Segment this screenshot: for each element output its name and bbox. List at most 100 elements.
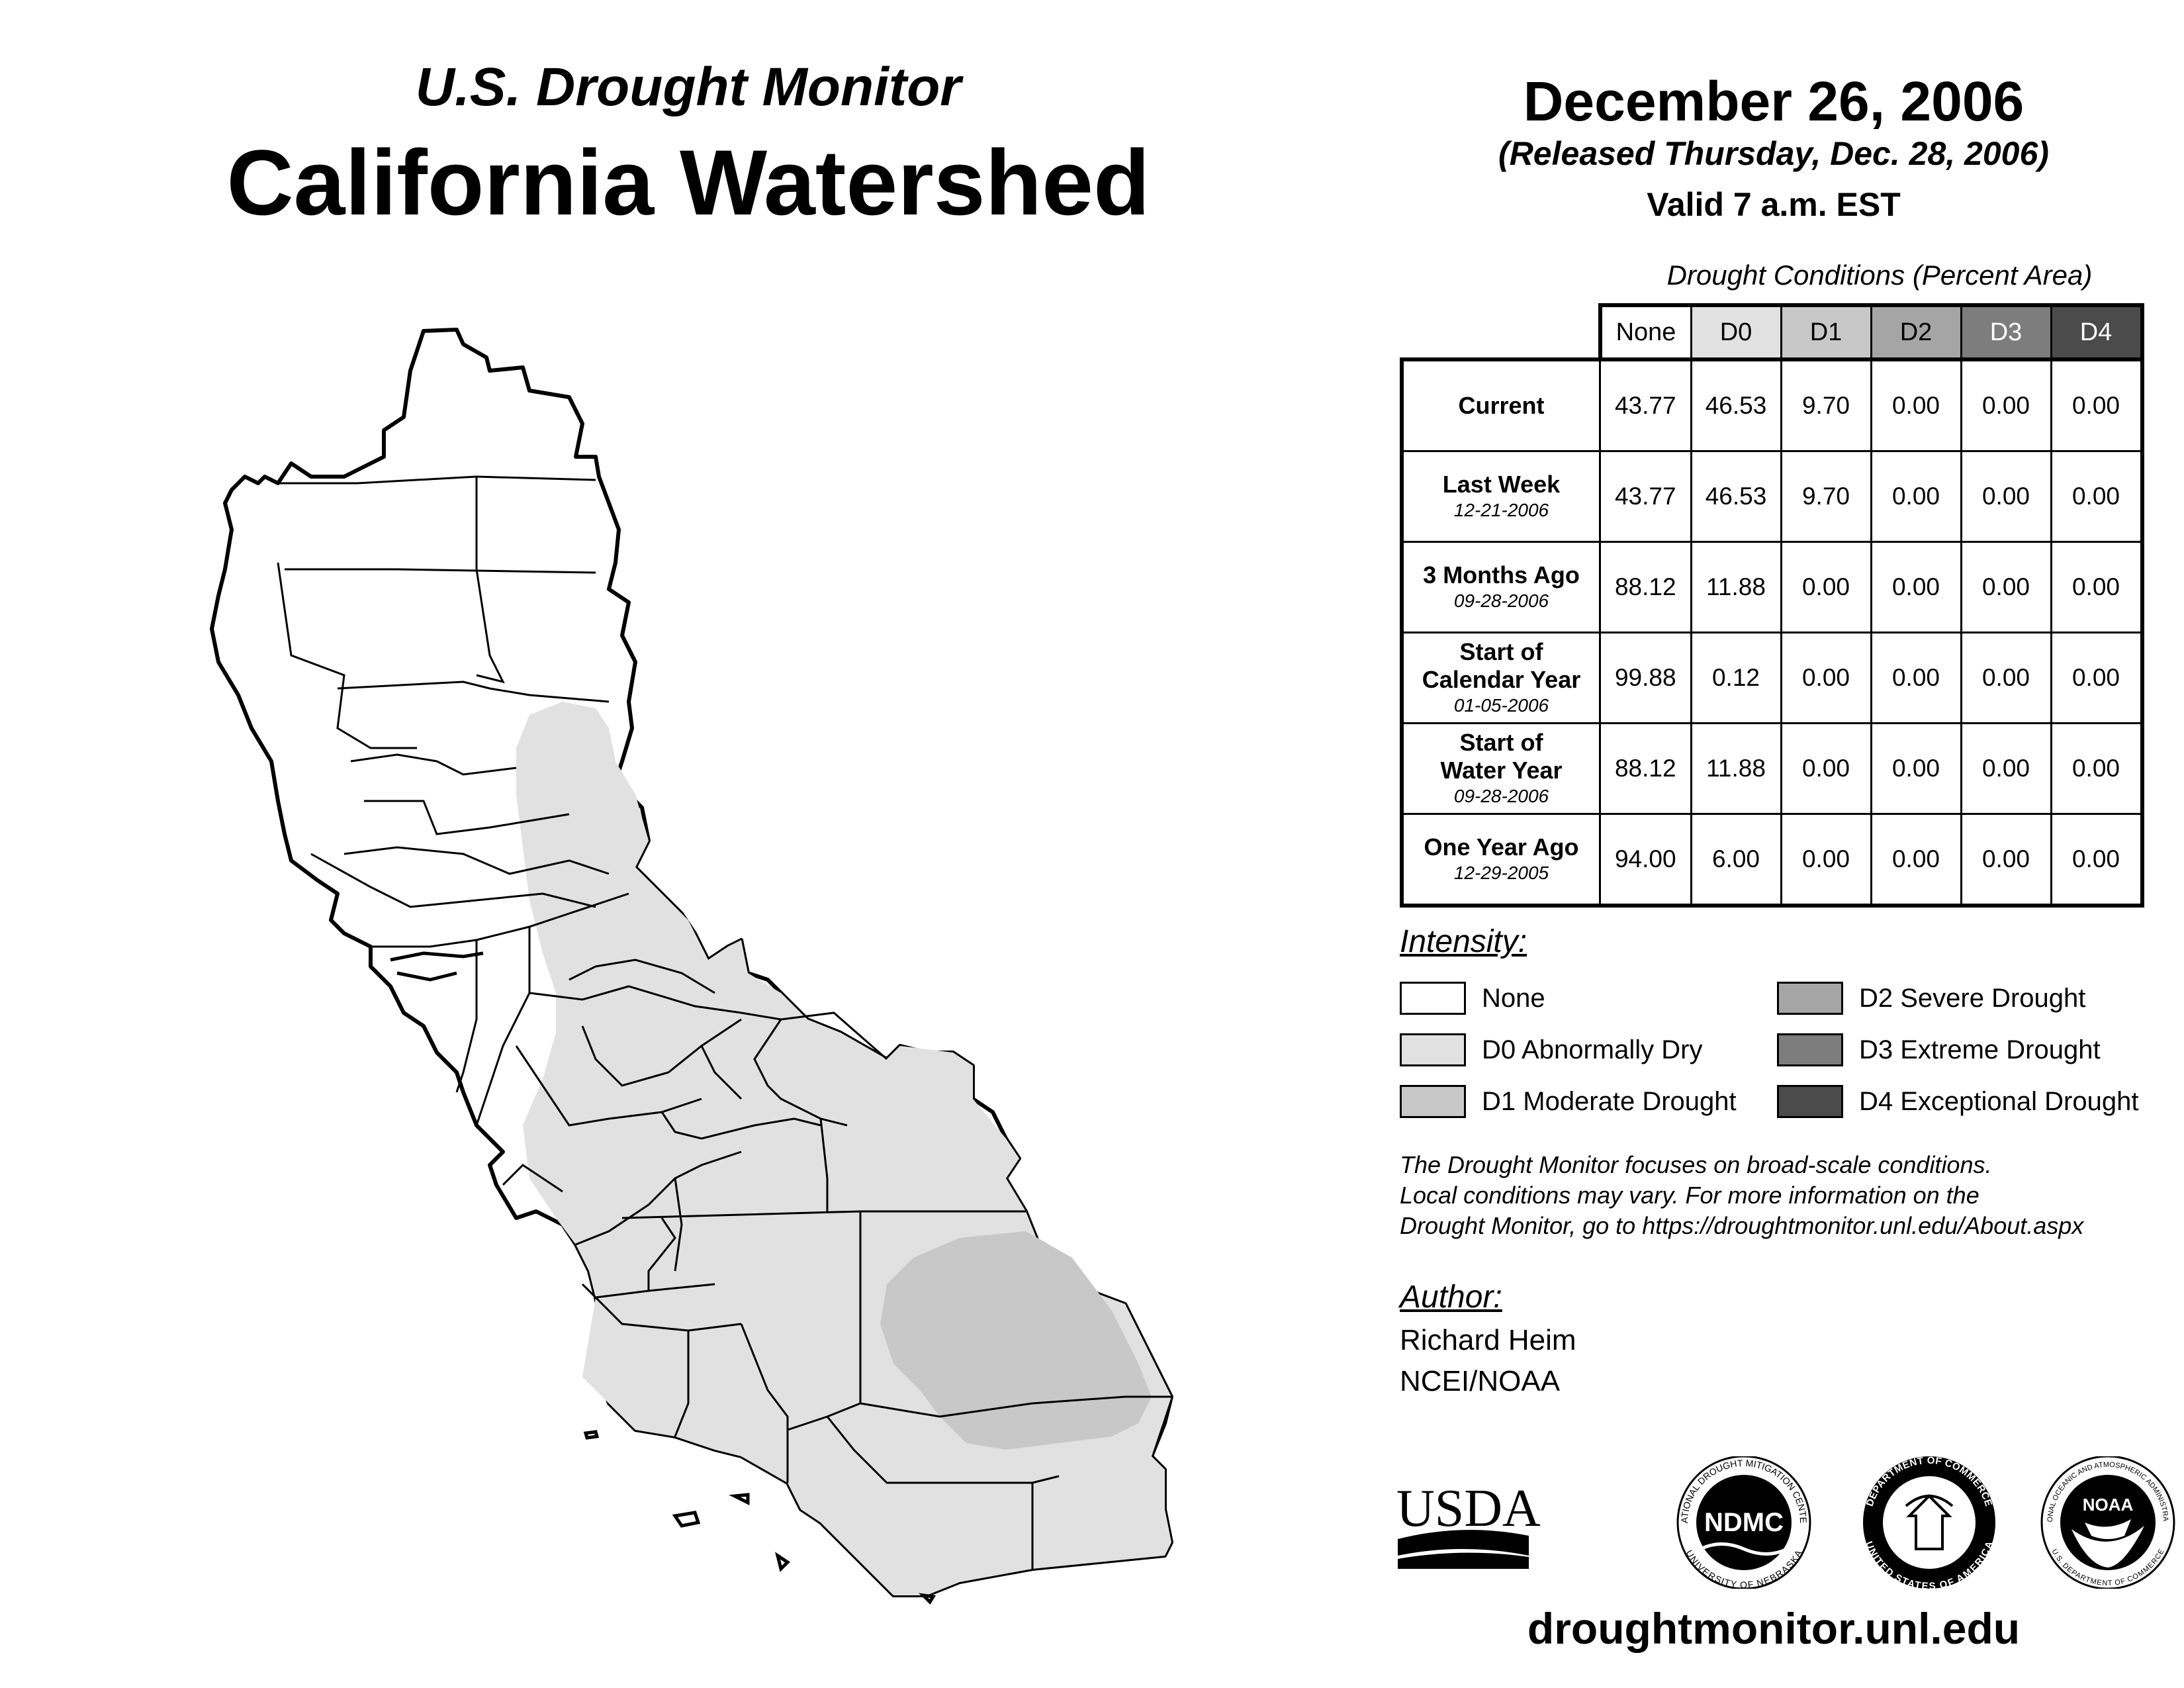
drought-conditions-table: None D0 D1 D2 D3 D4 Current 43.77 46.53 9.7… <box>1400 303 2144 908</box>
row-label-text: Start of <box>1459 729 1543 756</box>
legend-label: D4 Exceptional Drought <box>1859 1086 2139 1116</box>
region-title: California Watershed <box>226 130 1150 234</box>
usda-logo: USDA <box>1396 1479 1541 1569</box>
table-cell-d3: 0.00 <box>1960 357 2052 452</box>
table-cell-d0: 6.00 <box>1690 813 1782 908</box>
row-date: 12-29-2005 <box>1453 863 1549 883</box>
table-cell-d1: 0.00 <box>1780 722 1872 815</box>
row-label-text: Start of <box>1459 638 1543 665</box>
table-cell-d0: 0.12 <box>1690 632 1782 724</box>
row-label: One Year Ago 12-29-2005 <box>1400 813 1601 908</box>
bay-area <box>390 951 484 982</box>
row-label: 3 Months Ago 09-28-2006 <box>1400 541 1601 633</box>
table-cell-d1: 9.70 <box>1780 357 1872 452</box>
row-date: 12-21-2006 <box>1453 500 1549 520</box>
row-date: 01-05-2006 <box>1453 695 1549 716</box>
table-cell-d3: 0.00 <box>1960 632 2052 724</box>
table-cell-d1: 0.00 <box>1780 813 1872 908</box>
row-date: 09-28-2006 <box>1453 590 1549 611</box>
legend-swatch <box>1400 1085 1466 1118</box>
ndmc-logo-text: NDMC <box>1704 1508 1784 1537</box>
california-watershed-map <box>210 328 1173 1605</box>
table-cell-d3: 0.00 <box>1960 722 2052 815</box>
table-cell-d2: 0.00 <box>1870 541 1962 633</box>
table-row: Current 43.77 46.53 9.70 0.00 0.00 0.00 <box>1400 357 2144 452</box>
row-label-text: Current <box>1458 392 1545 419</box>
table-cell-d4: 0.00 <box>2050 722 2144 815</box>
legend-swatch <box>1400 1033 1466 1066</box>
row-date: 09-28-2006 <box>1453 786 1549 806</box>
note-line-1: The Drought Monitor focuses on broad-sca… <box>1400 1151 1992 1178</box>
table-cell-d0: 46.53 <box>1690 450 1782 543</box>
legend-item: D4 Exceptional Drought <box>1777 1084 2138 1119</box>
footer-url[interactable]: droughtmonitor.unl.edu <box>1527 1604 2021 1653</box>
legend-label: None <box>1482 983 1545 1013</box>
table-cell-none: 88.12 <box>1599 541 1692 633</box>
table-row: One Year Ago 12-29-2005 94.00 6.00 0.00 0.00 0… <box>1400 813 2144 908</box>
usda-logo-text: USDA <box>1396 1479 1541 1538</box>
table-cell-d4: 0.00 <box>2050 632 2144 724</box>
table-cell-d2: 0.00 <box>1870 632 1962 724</box>
legend-swatch <box>1777 1033 1843 1066</box>
legend-label: D2 Severe Drought <box>1859 983 2086 1013</box>
table-cell-d4: 0.00 <box>2050 450 2144 543</box>
author-name: Richard Heim <box>1400 1324 1576 1356</box>
table-cell-d4: 0.00 <box>2050 813 2144 908</box>
legend-item: D0 Abnormally Dry <box>1400 1033 1702 1067</box>
channel-islands <box>583 1430 936 1605</box>
legend-swatch <box>1400 982 1466 1015</box>
table-row: Last Week 12-21-2006 43.77 46.53 9.70 0.00 0.0… <box>1400 450 2144 543</box>
table-cell-none: 43.77 <box>1599 450 1692 543</box>
col-header-d2: D2 <box>1870 303 1962 361</box>
disclaimer-note: The Drought Monitor focuses on broad-sca… <box>1400 1150 2174 1241</box>
table-cell-d0: 11.88 <box>1690 722 1782 815</box>
table-cell-d2: 0.00 <box>1870 722 1962 815</box>
partner-logos: USDA NATIONAL DROUGHT MITIGATION CENTER … <box>1396 1456 2175 1589</box>
table-cell-d0: 11.88 <box>1690 541 1782 633</box>
col-header-d4: D4 <box>2050 303 2144 361</box>
table-cell-d2: 0.00 <box>1870 450 1962 543</box>
table-cell-d3: 0.00 <box>1960 450 2052 543</box>
release-date: (Released Thursday, Dec. 28, 2006) <box>1498 135 2049 172</box>
legend-item: D3 Extreme Drought <box>1777 1033 2101 1067</box>
table-cell-d2: 0.00 <box>1870 357 1962 452</box>
table-row: Start of Calendar Year 01-05-2006 99.88 0.12… <box>1400 632 2144 724</box>
row-label-text: One Year Ago <box>1424 833 1579 861</box>
row-label-text: Last Week <box>1442 471 1561 498</box>
table-cell-d0: 46.53 <box>1690 357 1782 452</box>
table-cell-none: 43.77 <box>1599 357 1692 452</box>
table-cell-d4: 0.00 <box>2050 541 2144 633</box>
table-cell-none: 94.00 <box>1599 813 1692 908</box>
table-corner <box>1402 305 1600 359</box>
col-header-none: None <box>1598 303 1692 361</box>
row-label: Start of Calendar Year 01-05-2006 <box>1400 632 1601 724</box>
note-line-2: Local conditions may vary. For more info… <box>1400 1182 1979 1209</box>
table-row: 3 Months Ago 09-28-2006 88.12 11.88 0.00 0.00… <box>1400 541 2144 633</box>
legend-item: D2 Severe Drought <box>1777 981 2085 1015</box>
table-cell-d3: 0.00 <box>1960 541 2052 633</box>
map-date: December 26, 2006 <box>1523 70 2025 132</box>
row-label-text-2: Water Year <box>1440 757 1563 784</box>
table-cell-none: 99.88 <box>1599 632 1692 724</box>
table-cell-d4: 0.00 <box>2050 357 2144 452</box>
table-cell-d1: 0.00 <box>1780 632 1872 724</box>
row-label-text-2: Calendar Year <box>1422 666 1581 693</box>
valid-time: Valid 7 a.m. EST <box>1647 186 1901 223</box>
legend-item: None <box>1400 981 1545 1015</box>
table-cell-d1: 0.00 <box>1780 541 1872 633</box>
row-label: Start of Water Year 09-28-2006 <box>1400 722 1601 815</box>
d1-region <box>880 1231 1152 1450</box>
legend-item: D1 Moderate Drought <box>1400 1084 1737 1119</box>
watershed-boundaries <box>277 475 1171 1569</box>
legend-swatch <box>1777 1085 1843 1118</box>
doc-seal-logo: DEPARTMENT OF COMMERCE UNITED STATES OF … <box>1863 1456 1995 1589</box>
author-heading: Author: <box>1400 1280 1502 1315</box>
table-cell-d1: 9.70 <box>1780 450 1872 543</box>
legend-label: D3 Extreme Drought <box>1859 1035 2101 1064</box>
row-label-text: 3 Months Ago <box>1423 561 1580 588</box>
table-caption: Drought Conditions (Percent Area) <box>1666 259 2093 291</box>
table-cell-d3: 0.00 <box>1960 813 2052 908</box>
map-title: U.S. Drought Monitor <box>415 57 962 117</box>
table-cell-d2: 0.00 <box>1870 813 1962 908</box>
col-header-d0: D0 <box>1690 303 1782 361</box>
